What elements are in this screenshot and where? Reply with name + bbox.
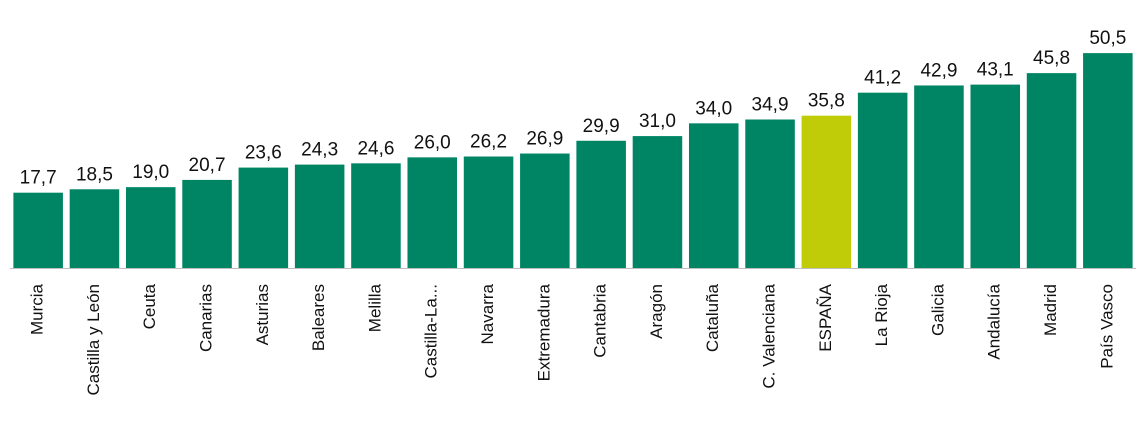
category-label-1: Castilla y León (84, 284, 103, 396)
value-label-5: 24,3 (301, 140, 338, 161)
category-labels-group: Murcia Castilla y León Ceuta Canarias Asturi… (28, 283, 1117, 395)
category-label-9: Extremadura (534, 283, 553, 381)
category-label-7: Castilla-La... (422, 284, 441, 378)
value-label-0: 17,7 (20, 168, 57, 189)
value-label-14: 35,8 (808, 91, 845, 112)
bar-0 (13, 192, 63, 268)
bar-6 (351, 163, 401, 268)
value-label-4: 23,6 (245, 143, 282, 164)
bar-15 (857, 92, 908, 268)
bar-3 (182, 179, 232, 268)
category-label-5: Baleares (309, 284, 328, 351)
bar-12 (688, 123, 739, 268)
category-label-8: Navarra (478, 283, 497, 344)
category-label-13: C. Valenciana (760, 283, 779, 388)
value-label-17: 43,1 (977, 60, 1014, 81)
category-label-15: La Rioja (872, 283, 891, 346)
category-label-17: Andalucía (985, 283, 1004, 359)
bar-18 (1026, 73, 1077, 269)
category-label-11: Aragón (647, 284, 666, 339)
bar-17 (970, 84, 1021, 268)
category-label-2: Ceuta (140, 283, 159, 329)
bar-5 (294, 164, 345, 268)
category-label-16: Galicia (928, 283, 947, 336)
category-label-12: Cataluña (703, 283, 722, 352)
category-label-3: Canarias (197, 284, 216, 352)
value-label-12: 34,0 (695, 98, 732, 119)
category-label-10: Cantabria (591, 283, 610, 357)
value-label-10: 29,9 (583, 116, 620, 137)
value-label-1: 18,5 (76, 164, 113, 185)
value-labels-group: 17,7 18,5 19,0 20,7 23,6 24,3 24,6 26,0 26,2 26,9… (20, 28, 1127, 189)
value-label-15: 41,2 (864, 68, 901, 89)
bar-19 (1083, 53, 1133, 269)
value-label-3: 20,7 (189, 155, 226, 176)
value-label-16: 42,9 (920, 60, 957, 81)
value-label-19: 50,5 (1089, 28, 1126, 49)
value-label-8: 26,2 (470, 132, 507, 153)
bar-2 (125, 187, 176, 268)
value-label-9: 26,9 (526, 129, 563, 150)
value-label-7: 26,0 (414, 132, 451, 153)
category-label-14: ESPAÑA (816, 283, 835, 351)
bar-16 (914, 85, 964, 269)
bar-9 (520, 153, 570, 268)
bar-14 (801, 115, 852, 268)
category-label-0: Murcia (28, 283, 47, 335)
category-label-6: Melilla (365, 283, 384, 332)
bar-7 (407, 157, 458, 268)
bar-10 (576, 140, 626, 268)
category-label-4: Asturias (253, 284, 272, 345)
bar-11 (632, 136, 683, 268)
bar-13 (745, 119, 795, 268)
bar-4 (238, 167, 289, 268)
category-label-19: País Vasco (1097, 284, 1116, 369)
category-label-18: Madrid (1041, 284, 1060, 336)
value-label-18: 45,8 (1033, 48, 1070, 69)
value-label-11: 31,0 (639, 111, 676, 132)
bar-1 (69, 189, 120, 268)
bars-group (13, 53, 1133, 269)
bar-8 (463, 156, 514, 268)
value-label-13: 34,9 (752, 95, 789, 116)
value-label-2: 19,0 (132, 162, 169, 183)
value-label-6: 24,6 (357, 138, 394, 159)
